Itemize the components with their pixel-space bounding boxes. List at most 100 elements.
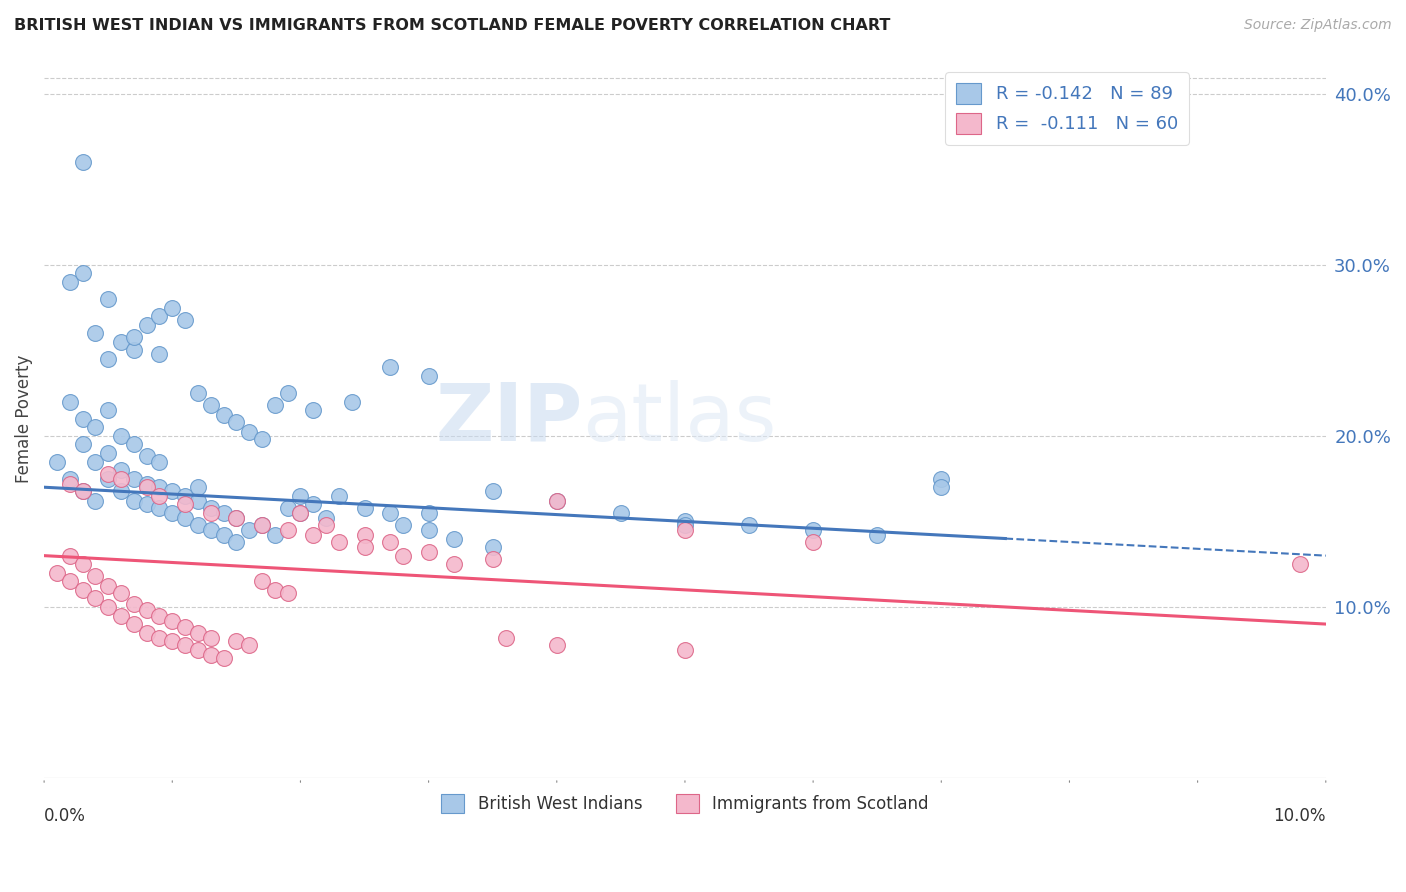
- Point: [97, 292, 120, 306]
- Point: [200, 648, 222, 662]
- Point: [72, 437, 94, 451]
- Point: [546, 494, 568, 508]
- Text: Source: ZipAtlas.com: Source: ZipAtlas.com: [1244, 18, 1392, 32]
- Point: [97, 467, 120, 481]
- Point: [263, 398, 285, 412]
- Point: [238, 638, 260, 652]
- Point: [174, 497, 197, 511]
- Point: [148, 489, 170, 503]
- Point: [135, 480, 157, 494]
- Point: [84, 591, 107, 606]
- Legend: British West Indians, Immigrants from Scotland: British West Indians, Immigrants from Sc…: [434, 788, 935, 820]
- Point: [122, 617, 145, 632]
- Point: [45, 454, 67, 468]
- Point: [290, 506, 312, 520]
- Point: [673, 517, 696, 532]
- Point: [72, 267, 94, 281]
- Point: [110, 608, 132, 623]
- Point: [481, 483, 503, 498]
- Point: [59, 394, 82, 409]
- Point: [200, 523, 222, 537]
- Point: [110, 483, 132, 498]
- Point: [122, 494, 145, 508]
- Point: [110, 463, 132, 477]
- Point: [238, 523, 260, 537]
- Point: [673, 642, 696, 657]
- Point: [148, 500, 170, 515]
- Point: [225, 511, 247, 525]
- Point: [122, 472, 145, 486]
- Point: [122, 437, 145, 451]
- Point: [97, 351, 120, 366]
- Point: [225, 415, 247, 429]
- Point: [673, 515, 696, 529]
- Point: [315, 511, 337, 525]
- Point: [97, 472, 120, 486]
- Point: [250, 433, 273, 447]
- Point: [110, 429, 132, 443]
- Point: [443, 558, 465, 572]
- Point: [801, 535, 824, 549]
- Point: [263, 582, 285, 597]
- Point: [110, 472, 132, 486]
- Point: [45, 566, 67, 580]
- Point: [1289, 558, 1312, 572]
- Point: [481, 552, 503, 566]
- Point: [97, 599, 120, 614]
- Point: [59, 549, 82, 563]
- Point: [187, 642, 209, 657]
- Point: [418, 545, 440, 559]
- Point: [418, 506, 440, 520]
- Point: [110, 586, 132, 600]
- Point: [866, 528, 889, 542]
- Text: atlas: atlas: [582, 380, 776, 458]
- Point: [212, 528, 235, 542]
- Point: [378, 360, 401, 375]
- Point: [200, 398, 222, 412]
- Point: [353, 540, 375, 554]
- Point: [84, 494, 107, 508]
- Point: [212, 409, 235, 423]
- Point: [122, 329, 145, 343]
- Point: [59, 275, 82, 289]
- Point: [443, 532, 465, 546]
- Point: [59, 472, 82, 486]
- Point: [302, 497, 325, 511]
- Point: [250, 517, 273, 532]
- Point: [225, 511, 247, 525]
- Point: [187, 386, 209, 401]
- Point: [148, 309, 170, 323]
- Point: [135, 603, 157, 617]
- Text: 0.0%: 0.0%: [44, 806, 86, 825]
- Text: 10.0%: 10.0%: [1274, 806, 1326, 825]
- Point: [353, 528, 375, 542]
- Point: [392, 549, 415, 563]
- Text: ZIP: ZIP: [436, 380, 582, 458]
- Point: [315, 517, 337, 532]
- Point: [148, 480, 170, 494]
- Point: [148, 454, 170, 468]
- Point: [738, 517, 761, 532]
- Point: [59, 476, 82, 491]
- Point: [162, 614, 184, 628]
- Point: [302, 528, 325, 542]
- Point: [238, 425, 260, 440]
- Point: [200, 631, 222, 645]
- Point: [250, 517, 273, 532]
- Point: [97, 403, 120, 417]
- Point: [84, 326, 107, 341]
- Point: [277, 586, 299, 600]
- Point: [72, 558, 94, 572]
- Point: [148, 347, 170, 361]
- Point: [97, 579, 120, 593]
- Point: [135, 450, 157, 464]
- Point: [546, 638, 568, 652]
- Point: [801, 523, 824, 537]
- Point: [929, 472, 952, 486]
- Point: [174, 489, 197, 503]
- Point: [135, 625, 157, 640]
- Point: [148, 608, 170, 623]
- Point: [135, 318, 157, 332]
- Point: [72, 483, 94, 498]
- Point: [162, 634, 184, 648]
